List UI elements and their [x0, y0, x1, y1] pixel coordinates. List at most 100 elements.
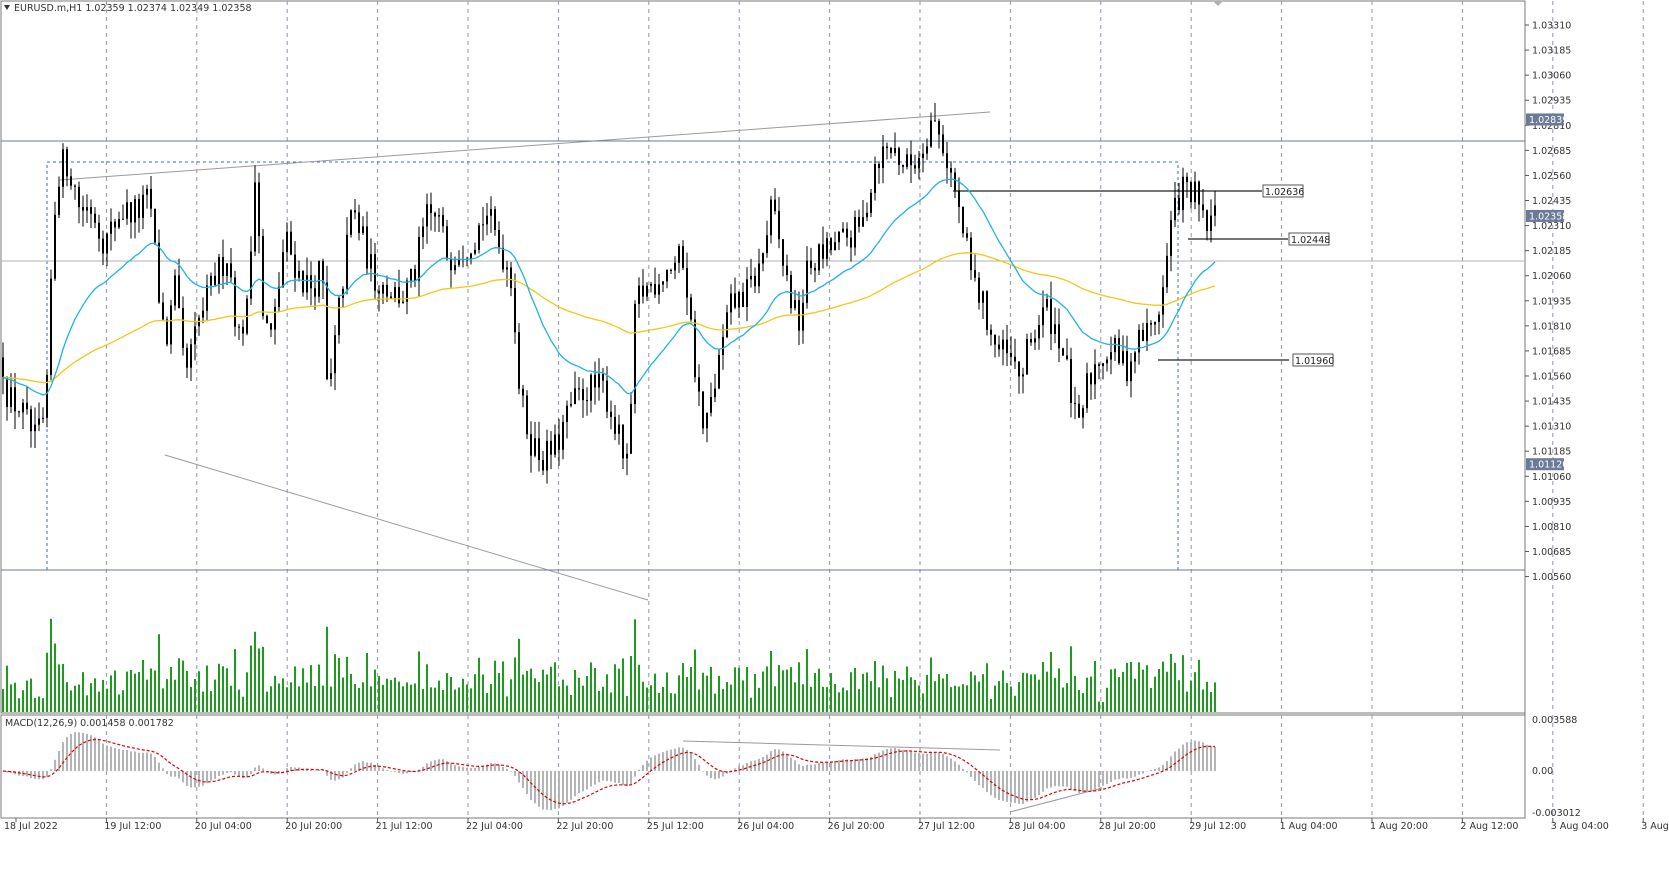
macd-trendline-top[interactable]: [682, 740, 1001, 751]
volume-bar: [938, 674, 940, 712]
macd-hist-bar: [722, 771, 724, 777]
volume-bar: [1118, 677, 1120, 712]
candle-body: [586, 400, 588, 402]
volume-bar: [846, 690, 848, 712]
macd-hist-bar: [94, 737, 96, 771]
volume-bar: [406, 682, 408, 712]
candle-body: [150, 188, 152, 209]
volume-bar: [950, 687, 952, 712]
volume-bar: [650, 685, 652, 712]
volume-bar: [990, 699, 992, 712]
upper-trendline[interactable]: [59, 111, 991, 181]
volume-bar: [1154, 676, 1156, 712]
volume-bar: [630, 655, 632, 712]
macd-hist-bar: [118, 748, 120, 771]
volume-bar: [1206, 681, 1208, 712]
candle-body: [578, 388, 580, 390]
volume-bar: [66, 682, 68, 712]
volume-bar: [1082, 693, 1084, 712]
volume-bar: [770, 650, 772, 712]
volume-bar: [206, 665, 208, 712]
price-axis[interactable]: 1.03310 1.03185 1.03060 1.02935 1.02810 1.026…: [1525, 21, 1571, 584]
volume-bar: [1094, 660, 1096, 712]
candle-body: [1034, 338, 1036, 343]
macd-hist-bar: [466, 767, 468, 771]
candle-body: [418, 236, 420, 281]
candle-body: [1058, 324, 1060, 349]
candle-body: [550, 440, 552, 455]
volume-bar: [346, 656, 348, 712]
volume-bar: [738, 667, 740, 712]
candle-body: [978, 277, 980, 303]
price-tick-label: 1.00810: [1532, 522, 1571, 533]
volume-bar: [886, 678, 888, 712]
candle-body: [690, 297, 692, 320]
candle-body: [166, 319, 168, 345]
candle-body: [54, 214, 56, 279]
macd-hist-bar: [142, 752, 144, 771]
price-tick-label: 1.01810: [1532, 321, 1571, 332]
macd-hist-bar: [694, 759, 696, 771]
macd-hist-bar: [1106, 771, 1108, 785]
macd-hist-bar: [46, 771, 48, 777]
level-tag-2[interactable]: 1.02448: [1288, 232, 1330, 246]
level-tag-1[interactable]: 1.02636: [1262, 184, 1304, 198]
macd-hist-bar: [578, 771, 580, 794]
macd-hist-bar: [86, 733, 88, 771]
price-tick-label: 1.00935: [1532, 497, 1571, 508]
macd-hist-bar: [1010, 771, 1012, 803]
candle-body: [322, 261, 324, 283]
candle-body: [430, 204, 432, 213]
candle-body: [702, 391, 704, 429]
volume-bar: [634, 619, 636, 712]
candle-body: [682, 246, 684, 269]
candles: [2, 102, 1216, 484]
price-tag-box: [1526, 458, 1564, 471]
candle-body: [986, 291, 988, 330]
macd-hist-bar: [134, 751, 136, 771]
candle-body: [1170, 220, 1172, 256]
candle-body: [38, 418, 40, 425]
volume-bar: [314, 686, 316, 712]
candle-body: [954, 172, 956, 191]
volume-bar: [1030, 674, 1032, 712]
volume-bar: [58, 664, 60, 712]
volume-bar: [298, 686, 300, 712]
macd-hist-bar: [470, 767, 472, 771]
macd-hist-bar: [102, 743, 104, 771]
macd-hist-bar: [1082, 771, 1084, 794]
candle-body: [1114, 337, 1116, 353]
macd-hist-bar: [910, 751, 912, 771]
candle-body: [730, 293, 732, 313]
volume-bar: [590, 662, 592, 712]
price-axis-tags: 1.02839 1.02358 1.01120: [1526, 113, 1568, 471]
candle-body: [274, 306, 276, 330]
price-tick-label: 1.03060: [1532, 71, 1571, 82]
candle-body: [106, 233, 108, 254]
symbol-dropdown-icon[interactable]: [4, 5, 10, 10]
candle-body: [294, 254, 296, 278]
volume-bar: [918, 685, 920, 712]
time-tick-label: 20 Jul 20:00: [285, 821, 342, 832]
volume-bar: [434, 687, 436, 712]
macd-hist-bar: [262, 768, 264, 771]
chart-shift-marker[interactable]: [1213, 1, 1223, 6]
volume-bar: [138, 671, 140, 712]
candle-body: [602, 373, 604, 381]
level-tag-3[interactable]: 1.01960: [1292, 353, 1334, 367]
time-axis[interactable]: 18 Jul 2022 19 Jul 12:00 20 Jul 04:00 20 Ju…: [4, 818, 1669, 832]
candle-body: [1082, 408, 1084, 418]
lower-trendline[interactable]: [164, 454, 649, 601]
candle-body: [994, 334, 996, 345]
macd-hist-bar: [1014, 771, 1016, 804]
volume-bar: [1098, 701, 1100, 712]
candle-body: [778, 211, 780, 240]
range-rectangle[interactable]: [46, 161, 1179, 571]
macd-hist-bar: [398, 771, 400, 774]
volume-bar: [210, 691, 212, 712]
macd-hist-bar: [866, 758, 868, 771]
volume-bar: [370, 686, 372, 712]
volume-bar: [682, 663, 684, 712]
